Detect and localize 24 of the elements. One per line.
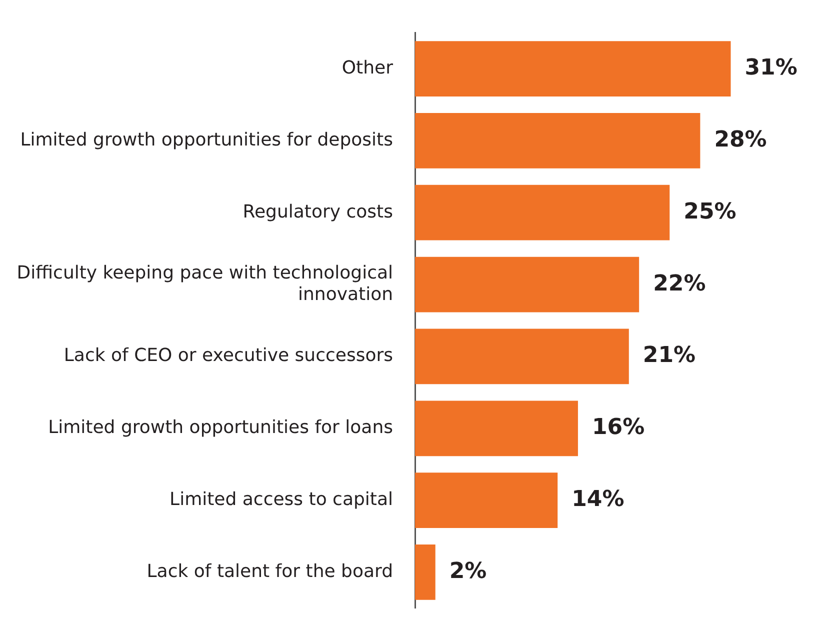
data-label: 2%: [449, 558, 487, 584]
bar: [415, 184, 670, 240]
bar: [415, 400, 578, 456]
data-label: 21%: [642, 343, 696, 368]
bar: [415, 256, 640, 312]
y-tick-label: Limited growth opportunities for deposits: [20, 129, 393, 150]
y-tick-label: Other: [342, 57, 394, 78]
y-tick-label: Limited access to capital: [170, 488, 393, 510]
data-label: 14%: [572, 487, 624, 512]
bar: [415, 544, 436, 600]
bar: [415, 472, 558, 528]
data-label: 28%: [714, 127, 767, 152]
y-tick-label: Regulatory costs: [242, 201, 393, 222]
data-label: 31%: [744, 55, 798, 80]
y-tick-label: Lack of CEO or executive successors: [64, 345, 393, 366]
data-label: 22%: [653, 271, 706, 296]
bar: [415, 41, 731, 96]
y-tick-label: Difficulty keeping pace with technological innovation: [16, 262, 393, 306]
y-tick-label: Lack of talent for the board: [146, 560, 393, 582]
bar: [415, 112, 700, 168]
bar: [415, 328, 629, 384]
data-label: 25%: [684, 199, 736, 224]
data-label: 16%: [592, 415, 645, 440]
y-tick-label: Limited growth opportunities for loans: [48, 417, 393, 438]
